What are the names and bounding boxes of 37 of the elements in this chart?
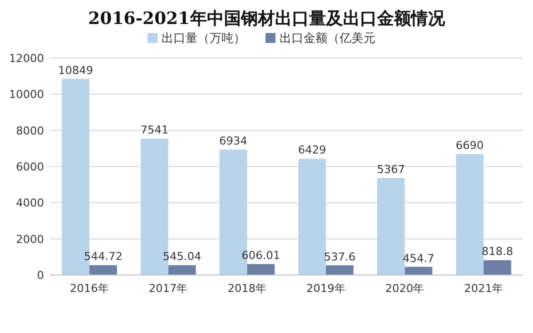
x-tick-label: 2021年 — [464, 282, 504, 295]
data-label: 544.72 — [84, 250, 122, 264]
x-tick-label: 2020年 — [385, 282, 424, 295]
y-tick-label: 4000 — [16, 196, 44, 210]
legend-label: 出口金额（亿美元 — [280, 31, 376, 45]
bar — [89, 265, 118, 275]
y-tick-label: 6000 — [16, 160, 44, 174]
bar — [456, 154, 484, 275]
x-tick-label: 2017年 — [148, 282, 188, 295]
y-tick-label: 8000 — [16, 124, 44, 138]
x-tick-label: 2019年 — [306, 282, 346, 295]
bar — [377, 178, 405, 275]
bar — [168, 265, 196, 275]
y-tick-label: 0 — [37, 269, 44, 282]
data-label: 454.7 — [402, 252, 434, 265]
bar — [404, 266, 432, 275]
chart-title: 2016-2021年中国钢材出口量及出口金额情况 — [88, 9, 446, 29]
data-label: 5367 — [376, 162, 405, 176]
x-tick-label: 2016年 — [70, 282, 109, 295]
data-label: 6690 — [456, 139, 484, 152]
y-tick-label: 10000 — [9, 88, 44, 102]
data-label: 537.6 — [324, 250, 356, 264]
data-label: 6934 — [219, 134, 248, 148]
y-tick-label: 12000 — [9, 52, 44, 65]
data-label: 818.8 — [482, 245, 514, 258]
data-label: 545.04 — [162, 250, 202, 264]
data-label: 606.01 — [242, 249, 280, 262]
bar — [247, 264, 275, 275]
bar — [298, 158, 326, 275]
data-label: 10849 — [58, 64, 94, 77]
x-tick-label: 2018年 — [228, 282, 267, 295]
data-label: 7541 — [140, 124, 168, 137]
data-label: 6429 — [298, 144, 326, 157]
y-tick-label: 2000 — [16, 232, 44, 246]
legend-label: 出口量（万吨） — [162, 31, 246, 45]
bar — [484, 260, 512, 275]
bar — [326, 265, 354, 275]
